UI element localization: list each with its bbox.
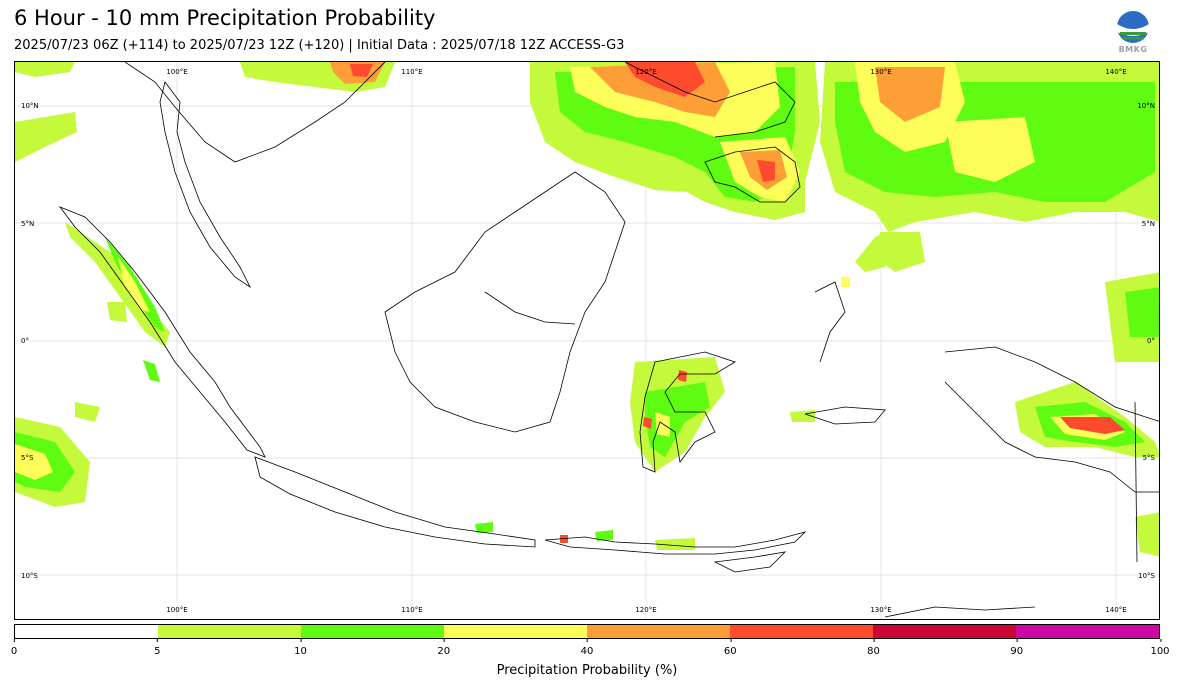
coast-sulawesi [639,351,736,473]
precip-area-papua-se [1135,512,1159,557]
lat-label: 10°S [21,572,38,580]
lon-label: 120°E [635,68,656,76]
lon-label: 110°E [401,606,422,614]
coast-kalimantan-border [484,291,576,325]
coast-java [254,456,536,548]
precip-cell-5 [841,277,850,287]
precip-area-wpacific-south [875,232,925,272]
colorbar-segment [158,625,301,638]
precip-cell-1 [475,522,493,533]
lon-label: 100°E [166,606,187,614]
map-canvas: 100°E 110°E 120°E 130°E 140°E 100°E 110°… [15,62,1159,619]
precip-area-nw [15,62,75,77]
lat-label: 5°S [1143,454,1156,462]
colorbar-segment [587,625,730,638]
page-title: 6 Hour - 10 mm Precipitation Probability [14,6,436,30]
colorbar-tick: 0 [11,639,17,657]
coast-sumatra [58,206,266,458]
coast-australia [884,606,1036,618]
lat-label: 10°N [1137,102,1155,110]
lon-label: 140°E [1105,606,1126,614]
precip-area-nw2 [15,112,77,162]
precip-area-scs-red [350,64,373,77]
lat-label: 10°N [21,102,39,110]
precip-area-nias [143,360,160,382]
lat-labels-right: 10°N 5°N 0° 5°S 10°S [1137,102,1155,580]
precip-area-indian-ocean-small [75,402,100,422]
colorbar-segment [301,625,444,638]
colorbar [14,624,1160,639]
colorbar-segment [15,625,158,638]
precip-area-sumatra-yellow [118,257,150,312]
lon-label: 130°E [870,68,891,76]
precip-area-sulawesi-red [678,370,687,382]
lon-labels-bottom: 100°E 110°E 120°E 130°E 140°E [166,606,1126,614]
lon-label: 100°E [166,68,187,76]
lat-labels-left: 10°N 5°N 0° 5°S 10°S [21,102,39,580]
precip-area-papua-red [1060,417,1125,434]
colorbar-segment [1016,625,1159,638]
colorbar-tick: 90 [1010,639,1023,657]
colorbar-segment [873,625,1016,638]
lat-label: 0° [21,337,29,345]
coast-papua [944,346,1159,493]
coast-seram [804,406,886,425]
precip-area-sulawesi-yellow [655,412,670,437]
lat-label: 10°S [1138,572,1155,580]
colorbar-tick: 100 [1150,639,1170,657]
precip-area-sulawesi-red2 [643,417,652,429]
coast-lesser-sunda [544,531,807,555]
precip-area-mindanao-red [757,160,775,182]
colorbar-tick: 10 [294,639,307,657]
lat-label: 5°N [1142,220,1155,228]
bmkg-logo [1117,11,1149,43]
precip-area-sumatra [65,222,170,347]
colorbar-segment [444,625,587,638]
colorbar-segment [730,625,873,638]
logo-text: BMKG [1118,45,1148,54]
colorbar-tick: 40 [581,639,593,657]
lat-label: 5°N [21,220,34,228]
precip-cell-6 [560,535,568,543]
page-subtitle: 2025/07/23 06Z (+114) to 2025/07/23 12Z … [14,38,625,53]
precip-area-wpacific-yellow2 [945,117,1035,182]
precip-area-indian-ocean-yellow [15,444,53,480]
precip-area-wpacific-orange [875,67,945,122]
lat-label: 0° [1147,337,1155,345]
lon-labels-top: 100°E 110°E 120°E 130°E 140°E [166,68,1126,76]
coast-mindanao [704,146,801,203]
coastlines [58,62,1159,618]
precip-field [15,62,1159,557]
coast-indochina [124,62,386,163]
lon-label: 130°E [870,606,891,614]
precip-area-papua-e-green [1125,287,1159,337]
colorbar-label: Precipitation Probability (%) [496,663,678,678]
coast-luzon [624,62,796,138]
lon-label: 110°E [401,68,422,76]
colorbar-ticks: 0 5 10 20 40 60 80 90 100 [11,639,1170,659]
coast-malay-peninsula [159,81,252,289]
colorbar-tick: 80 [867,639,880,657]
lon-label: 140°E [1105,68,1126,76]
coast-new-guinea-border [1134,401,1138,563]
colorbar-tick: 5 [154,639,160,657]
coast-halmahera [814,281,846,363]
colorbar-tick: 20 [437,639,450,657]
precip-cell-3 [655,538,695,550]
precip-cell-2 [595,530,613,541]
precipitation-map[interactable]: 100°E 110°E 120°E 130°E 140°E 100°E 110°… [14,61,1160,620]
coast-timor [713,551,787,573]
precip-area-philippines-red [625,62,705,97]
coast-borneo [384,171,626,433]
colorbar-tick: 60 [724,639,737,657]
lat-label: 5°S [21,454,34,462]
lon-label: 120°E [635,606,656,614]
precip-area-sulawesi-green [645,382,710,457]
precip-area-siberut [107,302,127,322]
